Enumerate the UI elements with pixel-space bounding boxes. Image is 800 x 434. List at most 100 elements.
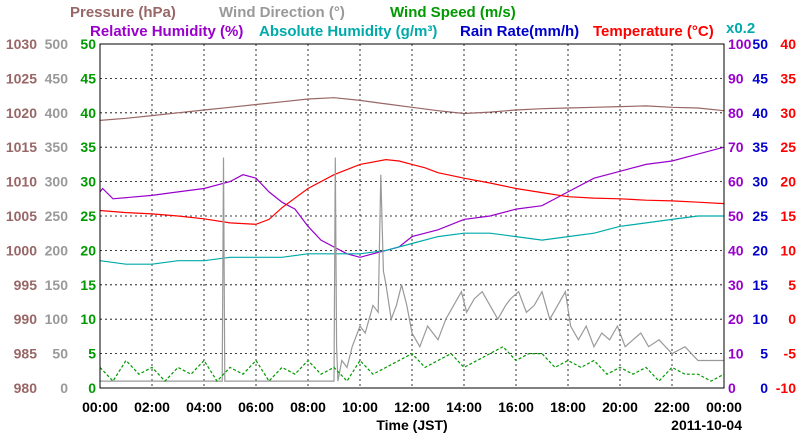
y-tick-label-wind-dir: 200 bbox=[45, 242, 69, 258]
series-line-absolute-humidity-g-m bbox=[99, 215, 724, 265]
legend: Pressure (hPa) Wind Direction (°) Wind Spe… bbox=[70, 4, 714, 40]
y-tick-label-rain: 20 bbox=[752, 242, 768, 258]
y-tick-label-rain: 40 bbox=[752, 105, 768, 121]
y-tick-label-rain: 50 bbox=[752, 36, 768, 52]
legend-entry: Absolute Humidity (g/m³) bbox=[259, 23, 437, 40]
y-tick-label-wind-speed: 5 bbox=[88, 346, 96, 362]
y-tick-label-temp: 35 bbox=[780, 70, 796, 86]
y-tick-label-pressure: 1005 bbox=[6, 208, 37, 224]
y-tick-label-pressure: 980 bbox=[14, 380, 38, 396]
y-tick-label-rain: 35 bbox=[752, 139, 768, 155]
y-tick-label-rh: 10 bbox=[728, 346, 744, 362]
y-tick-label-wind-speed: 15 bbox=[80, 277, 96, 293]
x-tick-label: 10:00 bbox=[342, 399, 378, 415]
y-tick-label-wind-dir: 400 bbox=[45, 105, 69, 121]
legend-entry: Wind Direction (°) bbox=[219, 4, 345, 21]
legend-entry: Rain Rate(mm/h) bbox=[460, 23, 579, 40]
x-tick-label: 04:00 bbox=[186, 399, 222, 415]
y-tick-label-temp: 0 bbox=[788, 311, 796, 327]
y-tick-label-wind-dir: 450 bbox=[45, 70, 69, 86]
x-tick-label: 02:00 bbox=[134, 399, 170, 415]
y-tick-label-wind-speed: 35 bbox=[80, 139, 96, 155]
x-tick-label: 16:00 bbox=[498, 399, 534, 415]
y-tick-label-rain: 5 bbox=[760, 346, 768, 362]
y-tick-label-temp: 30 bbox=[780, 105, 796, 121]
y-tick-label-rh: 50 bbox=[728, 208, 744, 224]
y-tick-label-wind-speed: 25 bbox=[80, 208, 96, 224]
y-tick-label-rain: 45 bbox=[752, 70, 768, 86]
x-tick-label: 18:00 bbox=[550, 399, 586, 415]
series-line-wind-speed-m-s bbox=[99, 345, 725, 383]
y-tick-label-temp: 15 bbox=[780, 208, 796, 224]
plot-frame bbox=[99, 43, 725, 389]
y-tick-label-rain: 0 bbox=[760, 380, 768, 396]
y-tick-label-pressure: 1010 bbox=[6, 174, 37, 190]
y-tick-label-wind-dir: 50 bbox=[52, 346, 68, 362]
series-line-relative-humidity bbox=[99, 146, 725, 258]
y-tick-label-wind-dir: 250 bbox=[45, 208, 69, 224]
y-tick-label-rain: 10 bbox=[752, 311, 768, 327]
x-tick-label: 20:00 bbox=[602, 399, 638, 415]
y-tick-label-rain: 15 bbox=[752, 277, 768, 293]
y-tick-label-wind-speed: 20 bbox=[80, 242, 96, 258]
series-layer bbox=[99, 97, 725, 383]
x-tick-label: 12:00 bbox=[394, 399, 430, 415]
y-tick-label-temp: -5 bbox=[784, 346, 797, 362]
y-tick-label-rh: 40 bbox=[728, 242, 744, 258]
y-tick-label-wind-dir: 0 bbox=[60, 380, 68, 396]
y-tick-label-rh: 80 bbox=[728, 105, 744, 121]
y-tick-label-rh: 100 bbox=[728, 36, 752, 52]
abs-humidity-scale-note: x0.2 bbox=[726, 20, 755, 37]
x-tick-label: 22:00 bbox=[654, 399, 690, 415]
x-tick-label: 08:00 bbox=[290, 399, 326, 415]
y-tick-label-wind-speed: 0 bbox=[88, 380, 96, 396]
y-tick-label-pressure: 995 bbox=[14, 277, 38, 293]
y-tick-label-rh: 90 bbox=[728, 70, 744, 86]
y-tick-label-pressure: 1015 bbox=[6, 139, 37, 155]
legend-entry: Temperature (°C) bbox=[593, 23, 714, 40]
y-tick-label-temp: 10 bbox=[780, 242, 796, 258]
y-tick-label-rh: 30 bbox=[728, 277, 744, 293]
y-tick-label-temp: -10 bbox=[776, 380, 796, 396]
y-tick-label-rh: 20 bbox=[728, 311, 744, 327]
y-tick-label-wind-speed: 40 bbox=[80, 105, 96, 121]
series-line-temperature-c bbox=[99, 158, 725, 225]
grid bbox=[100, 44, 724, 388]
y-tick-label-wind-dir: 150 bbox=[45, 277, 69, 293]
y-tick-label-pressure: 1025 bbox=[6, 70, 37, 86]
y-tick-label-temp: 20 bbox=[780, 174, 796, 190]
date-label: 2011-10-04 bbox=[671, 417, 742, 433]
y-tick-label-pressure: 1030 bbox=[6, 36, 37, 52]
y-tick-label-pressure: 990 bbox=[14, 311, 38, 327]
left-axes: 1030102510201015101010051000995990985980… bbox=[6, 36, 96, 396]
y-tick-label-wind-dir: 500 bbox=[45, 36, 69, 52]
y-tick-label-wind-dir: 350 bbox=[45, 139, 69, 155]
legend-entry: Wind Speed (m/s) bbox=[390, 4, 516, 21]
y-tick-label-wind-speed: 30 bbox=[80, 174, 96, 190]
y-tick-label-wind-dir: 100 bbox=[45, 311, 69, 327]
x-axis: 00:00 02:00 04:00 06:00 08:00 10:00 12:00 14:00… bbox=[82, 399, 742, 415]
y-tick-label-wind-speed: 45 bbox=[80, 70, 96, 86]
y-tick-label-rain: 25 bbox=[752, 208, 768, 224]
legend-entry: Pressure (hPa) bbox=[70, 4, 176, 21]
y-tick-label-pressure: 985 bbox=[14, 346, 38, 362]
series-line-wind-direction bbox=[100, 157, 724, 382]
y-tick-label-rh: 60 bbox=[728, 174, 744, 190]
x-tick-label: 00:00 bbox=[82, 399, 118, 415]
y-tick-label-rh: 70 bbox=[728, 139, 744, 155]
x-tick-label: 06:00 bbox=[238, 399, 274, 415]
y-tick-label-wind-speed: 10 bbox=[80, 311, 96, 327]
right-axes: 1009080706050403020100504540353025201510… bbox=[728, 36, 796, 396]
y-tick-label-temp: 40 bbox=[780, 36, 796, 52]
series-line-pressure-hpa bbox=[99, 97, 725, 121]
y-tick-label-wind-speed: 50 bbox=[80, 36, 96, 52]
y-tick-label-rh: 0 bbox=[728, 380, 736, 396]
legend-entry: Relative Humidity (%) bbox=[90, 23, 243, 40]
x-tick-label: 00:00 bbox=[706, 399, 742, 415]
y-tick-label-wind-dir: 300 bbox=[45, 174, 69, 190]
y-tick-label-temp: 5 bbox=[788, 277, 796, 293]
x-axis-label: Time (JST) bbox=[376, 417, 447, 433]
y-tick-label-temp: 25 bbox=[780, 139, 796, 155]
y-tick-label-pressure: 1000 bbox=[6, 242, 37, 258]
